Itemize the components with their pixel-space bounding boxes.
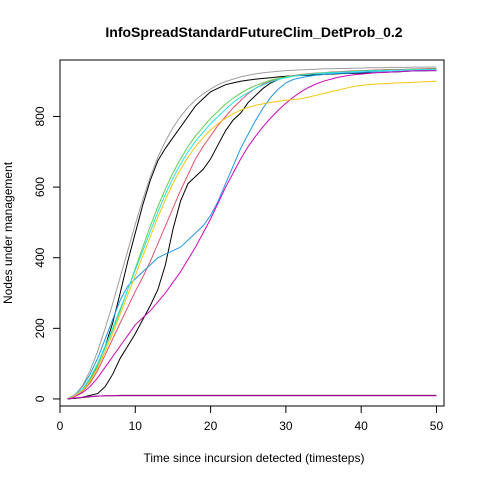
plot-series-group (67, 66, 437, 400)
series-line-9 (67, 66, 437, 400)
x-tick-label: 0 (57, 419, 64, 433)
series-line-5 (67, 70, 437, 400)
x-tick-label: 40 (354, 419, 368, 433)
y-axis-label: Nodes under management (1, 161, 15, 304)
series-line-1 (67, 70, 437, 400)
chart-title: InfoSpreadStandardFutureClim_DetProb_0.2 (105, 24, 402, 40)
y-axis: 0 200 400 600 800 (33, 106, 61, 402)
x-tick-label: 50 (430, 419, 444, 433)
x-tick-label: 10 (129, 419, 143, 433)
y-tick-label: 400 (33, 247, 47, 267)
series-line-6 (67, 68, 437, 400)
x-tick-label: 20 (204, 419, 218, 433)
series-line-3 (67, 68, 437, 400)
x-tick-label: 30 (279, 419, 293, 433)
y-tick-label: 0 (33, 395, 47, 402)
y-tick-label: 800 (33, 106, 47, 126)
series-line-8 (67, 80, 437, 400)
series-line-11 (67, 395, 437, 400)
y-tick-label: 600 (33, 177, 47, 197)
series-line-4 (67, 68, 437, 400)
x-axis-label: Time since incursion detected (timesteps… (144, 451, 365, 465)
plot-frame (59, 59, 445, 407)
series-line-7 (67, 69, 437, 400)
x-axis: 0 10 20 30 40 50 (57, 405, 444, 433)
y-tick-label: 200 (33, 318, 47, 338)
series-line-2 (67, 68, 437, 400)
